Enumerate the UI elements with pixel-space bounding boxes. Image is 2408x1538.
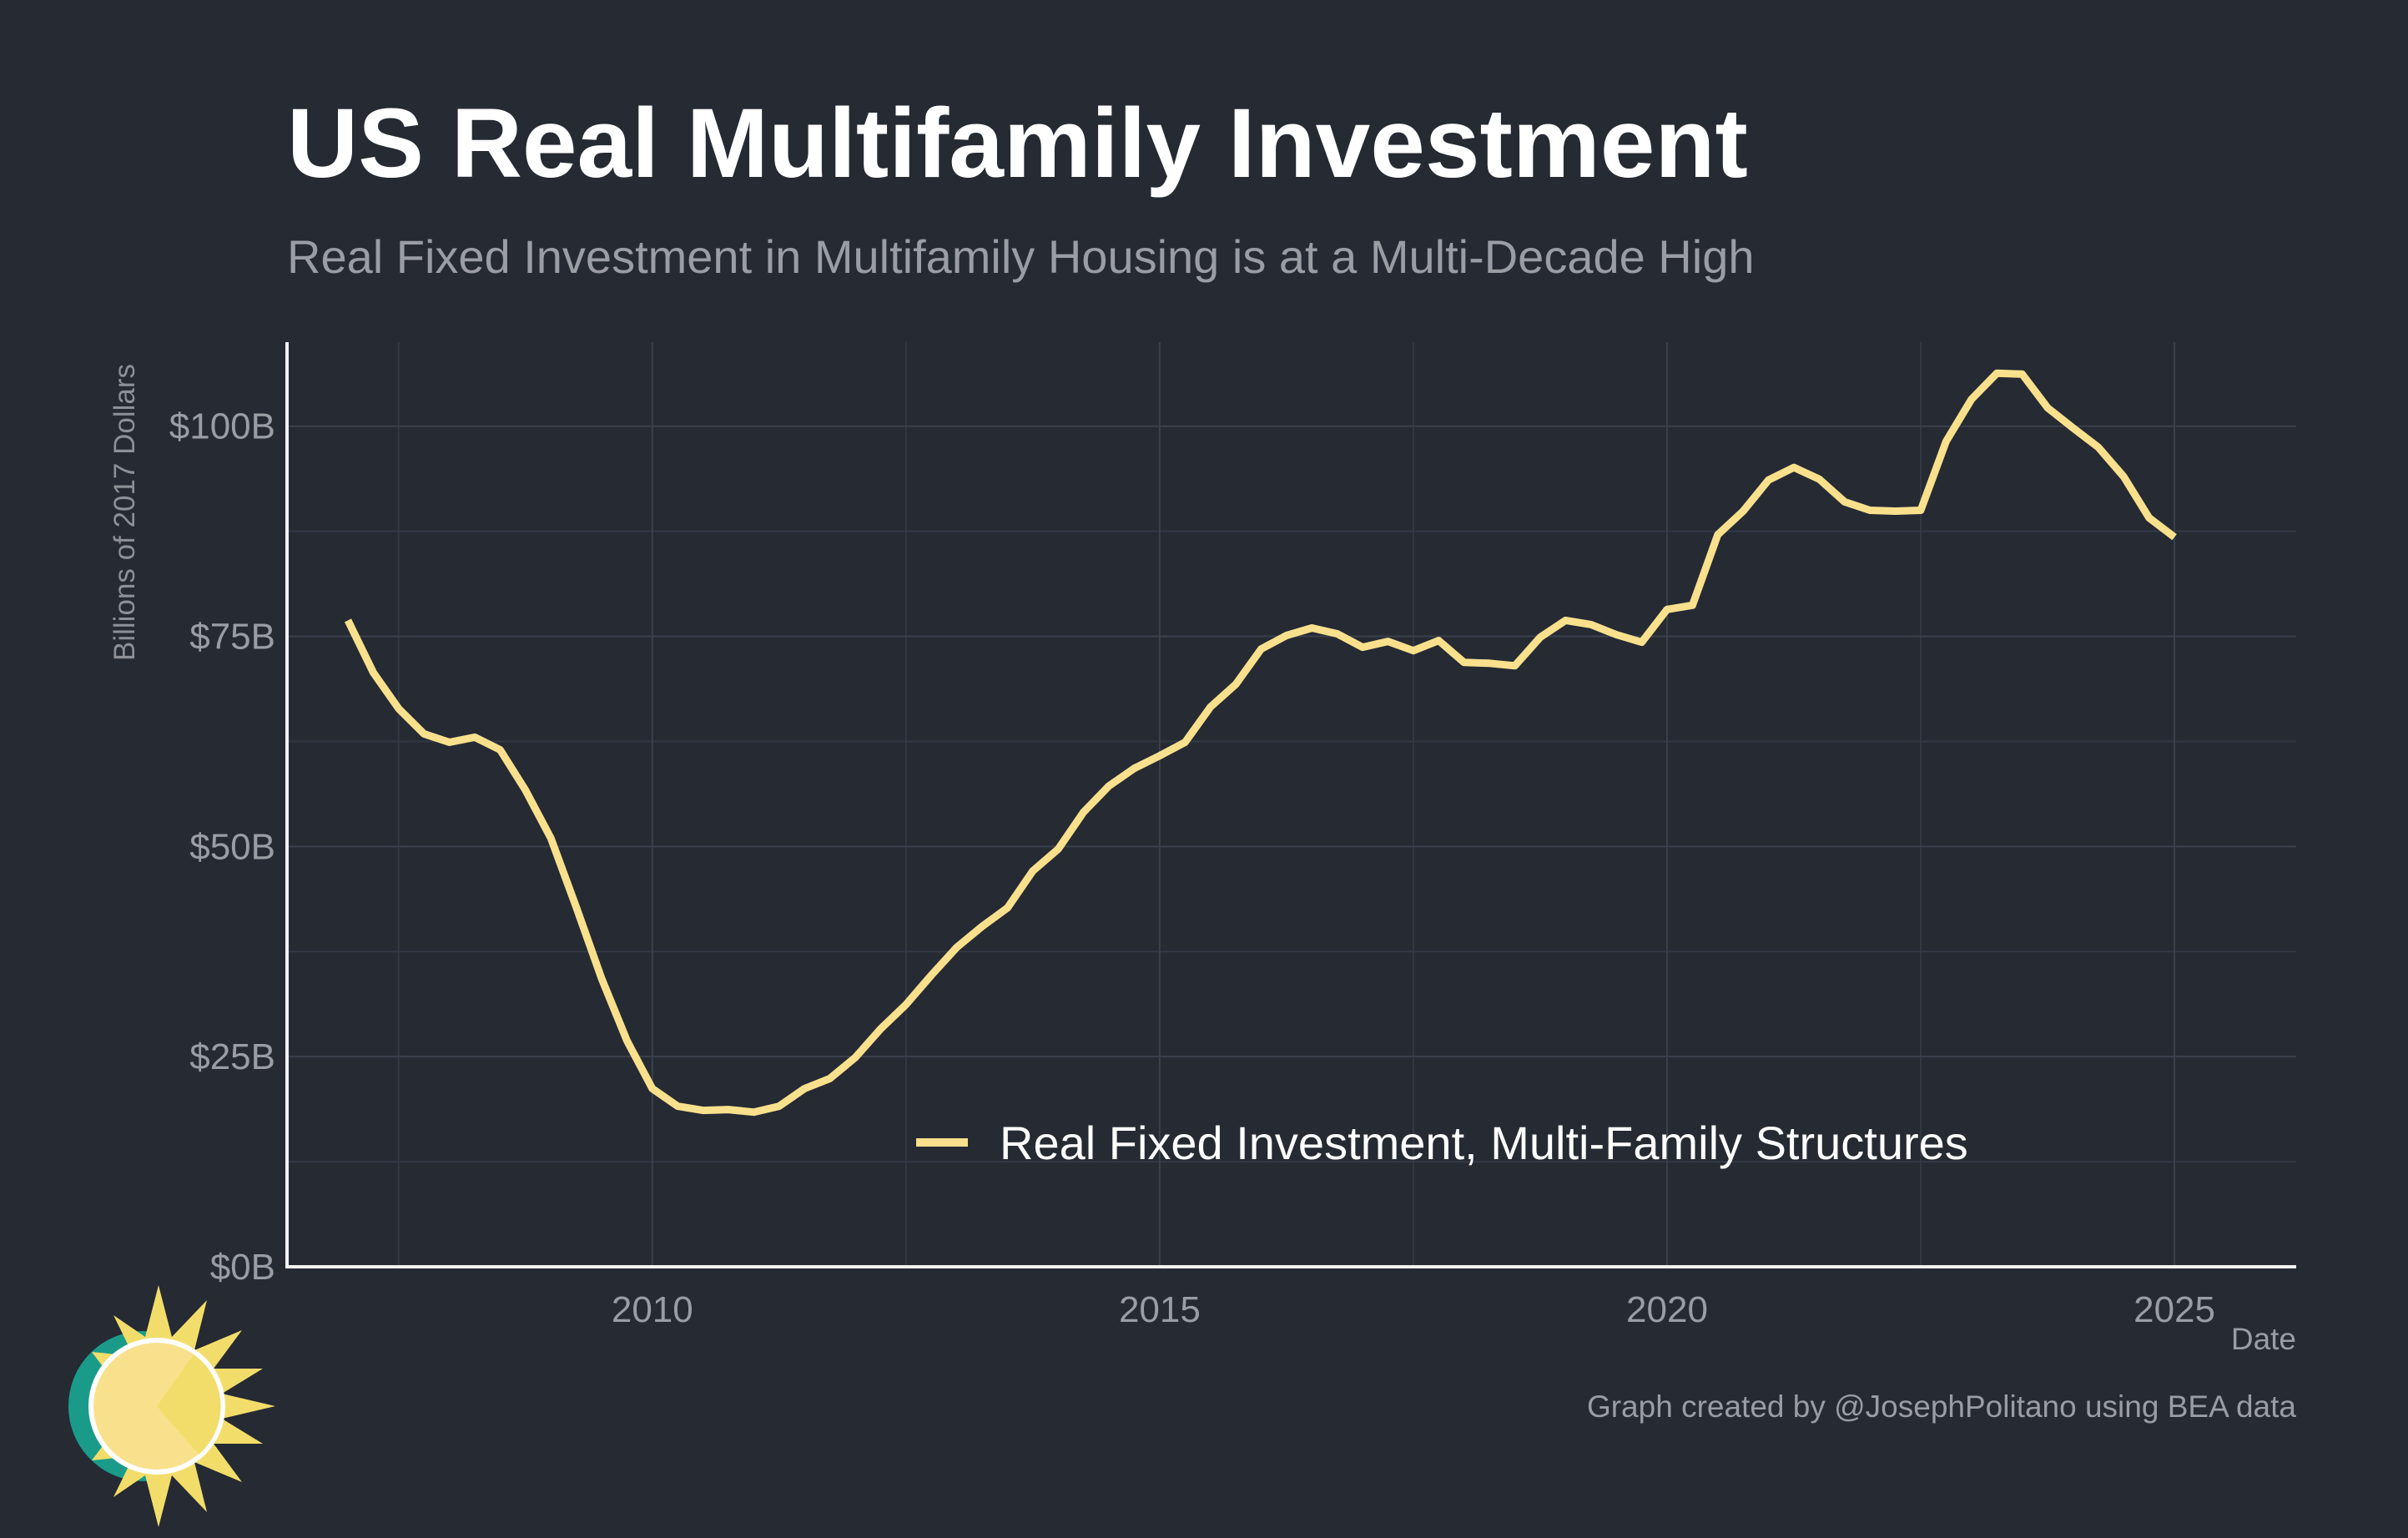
legend-label: Real Fixed Investment, Multi-Family Stru… bbox=[1000, 1117, 1968, 1169]
series bbox=[344, 369, 2177, 1117]
tick-labels: 2010 2015 2020 2025 $0B $25B $50B $75B $100B bbox=[169, 406, 2215, 1330]
y-tick-label: $100B bbox=[169, 406, 275, 447]
axes bbox=[285, 342, 2296, 1268]
x-tick-label: 2015 bbox=[1119, 1289, 1201, 1330]
y-tick-label: $0B bbox=[210, 1247, 275, 1288]
source-caption: Graph created by @JosephPolitano using B… bbox=[1586, 1389, 2296, 1424]
x-tick-label: 2025 bbox=[2133, 1289, 2215, 1330]
legend: Real Fixed Investment, Multi-Family Stru… bbox=[916, 1117, 1968, 1169]
x-axis-label: Date bbox=[2230, 1322, 2296, 1356]
x-tick-label: 2010 bbox=[612, 1289, 693, 1330]
series-line bbox=[344, 369, 2177, 1117]
chart-subtitle: Real Fixed Investment in Multifamily Hou… bbox=[287, 230, 1755, 283]
grid bbox=[287, 342, 2296, 1267]
y-tick-label: $50B bbox=[189, 826, 275, 867]
chart-title: US Real Multifamily Investment bbox=[287, 88, 1748, 199]
sun-logo-icon bbox=[68, 1285, 275, 1527]
y-tick-label: $25B bbox=[189, 1036, 275, 1077]
y-tick-label: $75B bbox=[189, 617, 275, 658]
x-tick-label: 2020 bbox=[1626, 1289, 1708, 1330]
